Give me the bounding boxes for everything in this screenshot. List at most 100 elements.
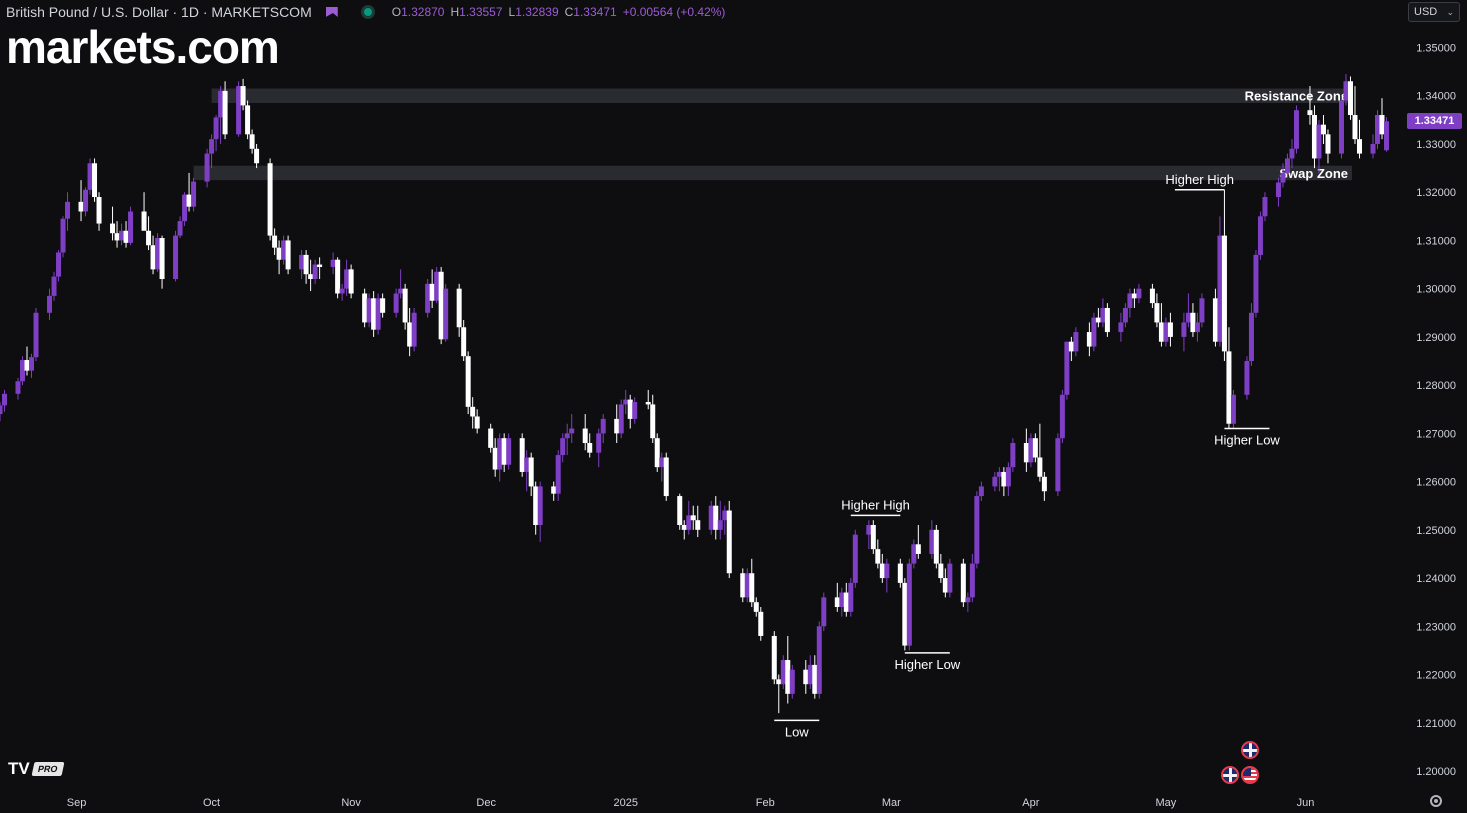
candle-body	[123, 230, 129, 243]
candle	[1374, 110, 1380, 149]
candle-body	[906, 563, 912, 646]
candle	[812, 655, 818, 699]
candle-body	[83, 189, 89, 212]
candle-body	[1325, 134, 1331, 154]
candle	[686, 500, 692, 535]
candle-body	[222, 90, 228, 135]
candle	[911, 539, 917, 569]
candle-body	[1257, 216, 1263, 255]
candle-body	[182, 194, 188, 222]
candle-body	[33, 312, 39, 358]
gb-flag-icon[interactable]	[1241, 741, 1259, 759]
candle-body	[2, 393, 8, 406]
candle	[650, 394, 656, 444]
candle	[1289, 139, 1295, 169]
candle-body	[299, 254, 305, 270]
candle-body	[177, 221, 183, 236]
candle-body	[501, 438, 507, 465]
low-value: 1.32839	[515, 5, 559, 19]
tradingview-logo[interactable]: TV PRO	[8, 759, 64, 779]
candle	[654, 433, 660, 472]
candle	[20, 356, 26, 386]
candle	[402, 283, 408, 330]
candle	[65, 192, 71, 231]
candle-body	[1068, 341, 1074, 352]
candle-body	[119, 230, 125, 241]
time-axis[interactable]: Sep Oct Nov Dec 2025 Feb Mar Apr May Jun	[67, 797, 1315, 809]
candle	[1230, 389, 1236, 429]
candle	[339, 283, 345, 301]
candle-body	[506, 438, 512, 465]
candle-body	[339, 288, 345, 294]
candle	[1356, 119, 1362, 159]
high-label: H	[450, 5, 460, 19]
candle-body	[380, 298, 386, 313]
candle-body	[537, 486, 543, 526]
candle	[1037, 423, 1043, 482]
candle-body	[911, 544, 917, 564]
last-price-badge: 1.33471	[1407, 113, 1462, 129]
candle	[749, 558, 755, 608]
price-tick-label: 1.28000	[1416, 380, 1456, 392]
zones-layer: Resistance Zone Swap Zone	[193, 88, 1353, 181]
candle-body	[807, 664, 813, 685]
candle	[159, 235, 165, 289]
candle-body	[1095, 317, 1101, 323]
candle	[1001, 467, 1007, 497]
candle-body	[362, 293, 368, 323]
status-dot-icon[interactable]	[363, 8, 372, 16]
symbol-title[interactable]: British Pound / U.S. Dollar · 1D · MARKE…	[6, 4, 312, 20]
candle-body	[560, 438, 566, 456]
candle-body	[686, 515, 692, 530]
candle-body	[726, 510, 732, 574]
candle-body	[1181, 322, 1187, 337]
candle	[218, 86, 224, 144]
flag-icon[interactable]	[325, 7, 338, 17]
candle	[411, 307, 417, 352]
candle-body	[24, 360, 30, 371]
candle-body	[771, 635, 777, 680]
candle-body	[1230, 394, 1236, 424]
candle	[551, 481, 557, 501]
price-tick-label: 1.31000	[1416, 235, 1456, 247]
candle	[222, 81, 228, 140]
candle	[839, 587, 845, 617]
settings-icon[interactable]	[1430, 795, 1442, 807]
candle	[209, 134, 215, 169]
candle	[645, 389, 651, 410]
candle-body	[875, 549, 881, 564]
candle	[1073, 327, 1079, 357]
candle	[1383, 117, 1389, 152]
candle-body	[438, 271, 444, 340]
candle	[497, 433, 503, 482]
candle-body	[852, 534, 858, 583]
gb-flag-icon[interactable]	[1221, 766, 1239, 784]
candle-body	[519, 438, 525, 472]
candle-body	[1356, 139, 1362, 154]
candle	[1064, 341, 1070, 400]
candle-body	[1217, 235, 1223, 342]
price-tick-label: 1.20000	[1416, 766, 1456, 778]
candle-body	[65, 201, 71, 219]
tv-logo-text: TV	[8, 759, 30, 778]
candle	[303, 250, 309, 284]
candle	[272, 228, 278, 255]
candle	[438, 266, 444, 345]
candle	[695, 505, 701, 538]
candle-body	[1248, 312, 1254, 362]
time-tick-label: Sep	[67, 797, 87, 809]
candle-body	[249, 134, 255, 149]
candle-body	[758, 611, 764, 636]
candle	[281, 235, 287, 265]
candle	[366, 293, 372, 328]
candle	[681, 520, 687, 540]
candle-body	[1127, 293, 1133, 308]
candle-body	[411, 312, 417, 347]
price-axis[interactable]: 1.35000 1.34000 1.33000 1.32000 1.31000 1.300…	[1416, 43, 1456, 779]
candle	[1023, 428, 1029, 472]
currency-select[interactable]: USD ⌄	[1408, 2, 1460, 22]
candle-body	[555, 455, 561, 494]
us-flag-icon[interactable]	[1241, 766, 1259, 784]
